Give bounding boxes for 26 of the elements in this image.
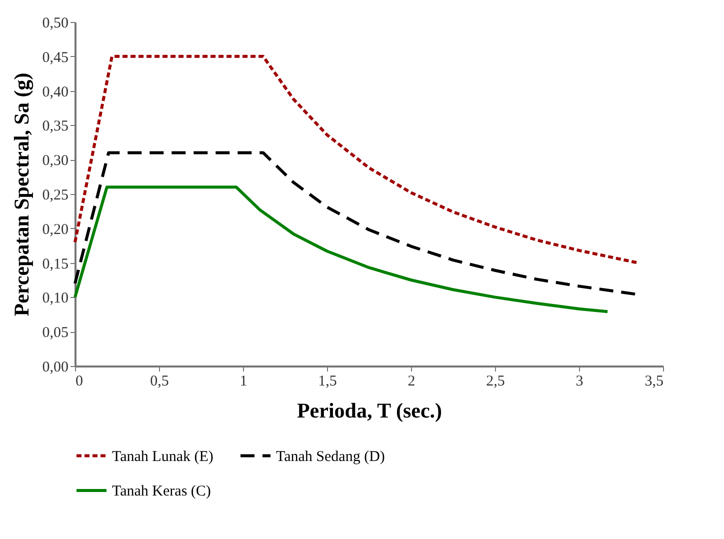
line-series: [74, 54, 640, 264]
y-tick-label: 0,35: [42, 118, 68, 135]
y-tick-label: 0,05: [42, 325, 68, 342]
y-tick-label: 0,10: [42, 290, 68, 307]
x-tick-label: 1: [240, 374, 248, 390]
y-axis-title: Percepatan Spectral, Sa (g): [9, 72, 34, 316]
x-tick-label: 2,5: [486, 374, 505, 390]
legend-label: Tanah Keras (C): [112, 484, 211, 500]
y-tick-label: 0,15: [42, 256, 68, 272]
x-tick-label: 2: [408, 374, 416, 390]
y-tick-label: 0,40: [42, 84, 68, 100]
x-tick-label: 0: [76, 374, 83, 390]
y-tick-label: 0,20: [42, 222, 68, 238]
line-series: [74, 186, 610, 314]
x-tick-label: 1,5: [318, 374, 337, 390]
x-axis-title: Perioda, T (sec.): [296, 398, 442, 422]
y-tick-label: 0,00: [42, 360, 68, 376]
y-tick-label: 0,45: [42, 50, 68, 66]
x-tick-label: 3: [576, 374, 584, 390]
x-tick-label: 3,5: [644, 374, 664, 390]
y-tick-label: 0,30: [42, 153, 68, 170]
legend-label: Tanah Lunak (E): [112, 448, 214, 465]
y-tick-label: 0,25: [42, 188, 68, 204]
x-tick-label: 0,5: [150, 374, 169, 390]
y-tick-label: 0,50: [42, 16, 68, 32]
legend-label: Tanah Sedang (D): [276, 448, 385, 465]
